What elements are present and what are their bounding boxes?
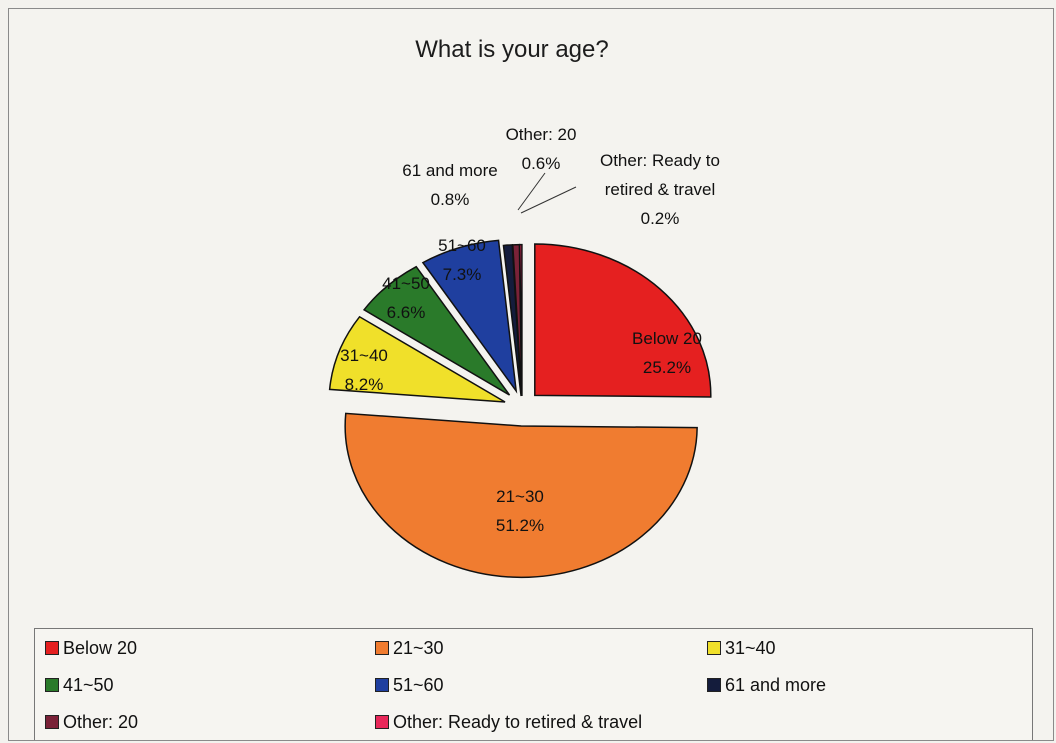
data-label-21-30: 21~30 51.2% xyxy=(496,487,544,535)
legend-item-below-20: Below 20 xyxy=(45,637,137,659)
pie-slice-21-30 xyxy=(344,412,698,579)
pie-slice-31-40 xyxy=(328,315,506,403)
legend-item-21-30: 21~30 xyxy=(375,637,444,659)
legend-item-61-and-more: 61 and more xyxy=(707,674,826,696)
pie-slice-other-ready-to-retired-travel xyxy=(518,243,523,397)
data-label-other-20: Other: 20 0.6% xyxy=(506,125,577,173)
data-label-51-60: 51~60 7.3% xyxy=(438,236,486,284)
pie-slice-51-60 xyxy=(421,239,518,394)
pie-slice-41-50 xyxy=(362,265,511,396)
chart-title: What is your age? xyxy=(415,36,608,63)
legend-swatch xyxy=(45,641,59,655)
legend-label: Other: Ready to retired & travel xyxy=(393,712,643,732)
legend-label: Other: 20 xyxy=(63,712,139,732)
legend-item-other-20: Other: 20 xyxy=(45,711,138,733)
legend-swatch xyxy=(375,715,389,729)
leader-line-other-ready xyxy=(520,186,577,214)
chart-frame xyxy=(8,8,1054,741)
legend-item-51-60: 51~60 xyxy=(375,674,444,696)
legend-swatch xyxy=(45,678,59,692)
legend-label: 21~30 xyxy=(393,638,444,658)
legend-label: Below 20 xyxy=(63,638,138,658)
legend-label: 41~50 xyxy=(63,675,114,695)
data-label-other-ready-to-retired-travel: Other: Ready to retired & travel 0.2% xyxy=(600,151,720,228)
legend-label: 61 and more xyxy=(725,675,827,695)
data-label-below-20: Below 20 25.2% xyxy=(632,329,702,377)
legend-label: 51~60 xyxy=(393,675,444,695)
legend-swatch xyxy=(707,678,721,692)
pie-chart: What is your age? Below 20 25.2% 21~30 51.2… xyxy=(328,36,720,579)
leader-line-other-20 xyxy=(517,172,546,211)
chart-legend: Below 20 21~30 31~40 41~50 51~60 61 and more O… xyxy=(34,628,1033,740)
legend-item-31-40: 31~40 xyxy=(707,637,776,659)
legend-swatch xyxy=(375,641,389,655)
legend-swatch xyxy=(45,715,59,729)
data-label-41-50: 41~50 6.6% xyxy=(382,274,430,322)
legend-swatch xyxy=(375,678,389,692)
data-label-61-and-more: 61 and more 0.8% xyxy=(402,161,497,209)
legend-swatch xyxy=(707,641,721,655)
data-label-31-40: 31~40 8.2% xyxy=(340,346,388,394)
legend-item-other-ready-to-retired-travel: Other: Ready to retired & travel xyxy=(375,711,642,733)
legend-label: 31~40 xyxy=(725,638,776,658)
pie-slice-below-20 xyxy=(534,243,712,398)
legend-item-41-50: 41~50 xyxy=(45,674,114,696)
